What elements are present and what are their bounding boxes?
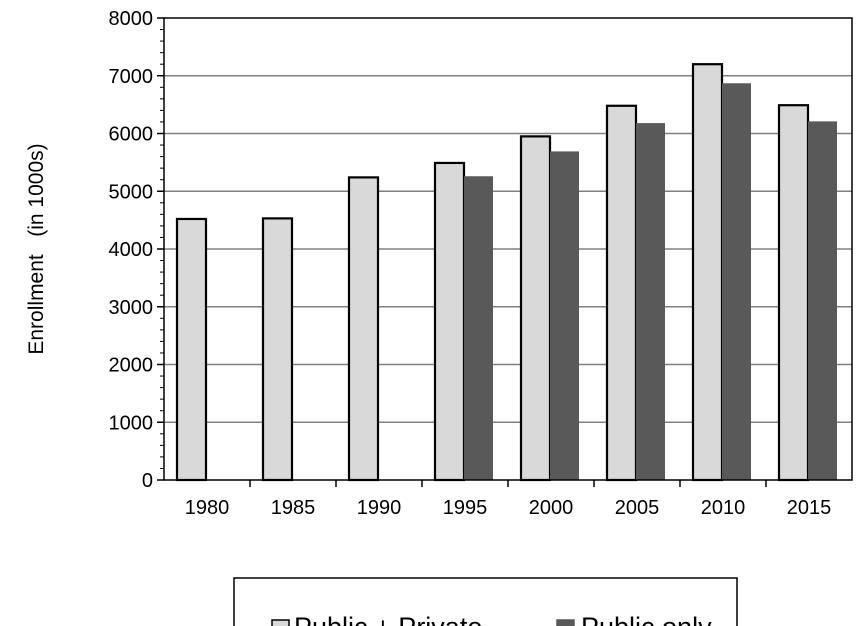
legend-swatch-public-private (271, 619, 290, 626)
y-tick-label: 5000 (109, 181, 154, 203)
legend-swatch-public-only (556, 619, 575, 626)
bar-public-private (175, 217, 208, 482)
x-tick-label: 2005 (615, 497, 660, 519)
bar-public-private (691, 63, 724, 482)
legend: Public + Private Public only (233, 577, 738, 626)
y-tick-label: 7000 (109, 66, 154, 88)
bar-public-private (261, 217, 294, 482)
y-tick-label: 3000 (109, 297, 154, 319)
y-tick-label: 4000 (109, 239, 154, 261)
y-tick-label: 8000 (109, 8, 154, 30)
x-tick-label: 1995 (443, 497, 488, 519)
x-tick-label: 2000 (529, 497, 574, 519)
x-tick-label: 2010 (701, 497, 746, 519)
y-tick-label: 0 (142, 470, 153, 492)
bar-public-private (519, 135, 552, 482)
x-tick-label: 1985 (271, 497, 316, 519)
y-tick-label: 6000 (109, 124, 154, 146)
legend-box (233, 577, 738, 626)
bar-public-only (636, 123, 665, 480)
bar-public-only (550, 151, 579, 480)
x-tick-label: 1990 (357, 497, 402, 519)
y-tick-label: 1000 (109, 412, 154, 434)
y-tick-label: 2000 (109, 355, 154, 377)
legend-label-public-only: Public only (581, 612, 712, 626)
legend-label-public-private: Public + Private (294, 612, 482, 626)
bar-public-private (433, 161, 466, 482)
bar-public-only (808, 121, 837, 480)
x-axis: 1980 1985 1990 1995 2000 2005 2010 2015 (185, 480, 832, 519)
x-tick-label: 2015 (787, 497, 832, 519)
bar-public-private (605, 104, 638, 482)
bar-public-private (347, 176, 380, 482)
y-axis-title: Enrollment (in 1000s) (25, 143, 48, 354)
x-tick-label: 1980 (185, 497, 230, 519)
bar-public-only (464, 176, 493, 481)
bar-public-private (777, 104, 810, 482)
y-axis: 0 1000 2000 3000 4000 5000 6000 7000 8000 (109, 8, 164, 492)
bar-public-only (722, 83, 751, 480)
bars (175, 63, 837, 482)
